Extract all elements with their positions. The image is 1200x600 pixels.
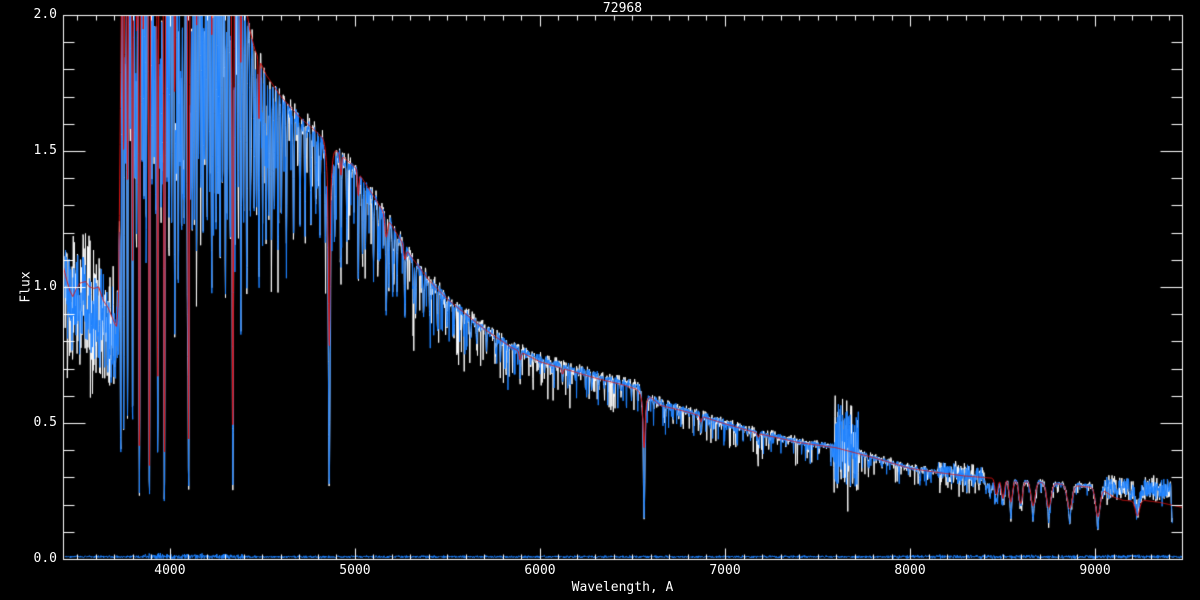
plot-title: 72968 [602,1,643,16]
x-tick-label: 4000 [154,563,186,578]
x-tick-label: 8000 [894,563,926,578]
x-tick-label: 9000 [1079,563,1111,578]
y-tick-label: 0.5 [33,415,57,430]
x-tick-label: 6000 [524,563,556,578]
x-axis-label: Wavelength, A [571,580,674,595]
y-tick-label: 1.5 [33,143,57,158]
x-tick-label: 5000 [339,563,371,578]
x-tick-label: 7000 [709,563,741,578]
y-tick-label: 0.0 [33,551,57,566]
y-tick-label: 1.0 [33,279,57,294]
y-tick-label: 2.0 [33,7,57,22]
